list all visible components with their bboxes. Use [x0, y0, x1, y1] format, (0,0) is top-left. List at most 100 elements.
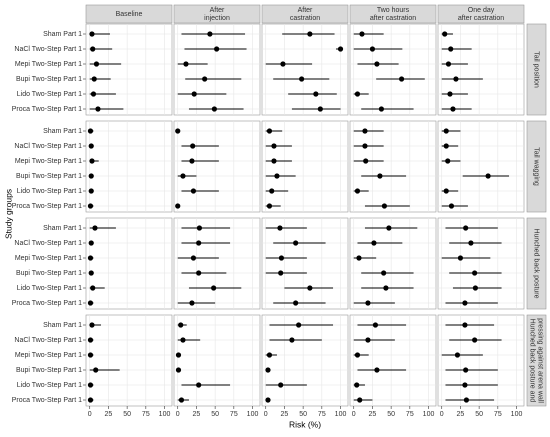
- point: [88, 143, 94, 149]
- group-label: Proca Two-Step Part 1: [12, 300, 82, 307]
- point: [89, 158, 95, 164]
- row-strip: [526, 314, 547, 407]
- point: [211, 106, 217, 112]
- point: [386, 225, 392, 231]
- group-label: NaCl Two-Step Part 1: [14, 46, 82, 53]
- point: [337, 46, 344, 52]
- row-strip: [526, 23, 547, 116]
- panel: [437, 120, 525, 213]
- point: [454, 352, 461, 358]
- row-strip: [526, 120, 547, 213]
- row-label: Tail position: [533, 51, 540, 88]
- point: [378, 106, 385, 112]
- point: [383, 285, 389, 291]
- point: [87, 382, 94, 388]
- group-label: Sham Part 1: [43, 225, 82, 232]
- x-tick-label: 0: [352, 411, 356, 418]
- panel: [437, 23, 525, 116]
- point: [463, 367, 469, 373]
- group-label: Mepi Two-Step Part 1: [15, 352, 82, 359]
- point: [462, 382, 468, 388]
- point: [278, 270, 284, 276]
- x-tick-label: 75: [142, 411, 150, 418]
- point: [363, 158, 369, 164]
- point: [180, 337, 186, 343]
- group-label: Lido Two-Step Part 1: [17, 382, 82, 389]
- point: [93, 367, 99, 373]
- column-strip: [349, 4, 437, 24]
- point: [87, 300, 94, 306]
- group-label: Lido Two-Step Part 1: [17, 285, 82, 292]
- point: [381, 270, 387, 276]
- point: [457, 255, 464, 261]
- point: [354, 352, 361, 358]
- group-label: Bupi Two-Step Part 1: [16, 270, 82, 277]
- point: [448, 46, 454, 52]
- panel: [173, 217, 261, 310]
- point: [90, 285, 96, 291]
- point: [196, 225, 203, 231]
- panel: [173, 23, 261, 116]
- x-tick-label: 0: [88, 411, 92, 418]
- point: [485, 173, 491, 179]
- point: [313, 91, 319, 97]
- point: [93, 61, 100, 67]
- group-label: Proca Two-Step Part 1: [12, 203, 82, 210]
- point: [448, 203, 455, 209]
- panel: [349, 314, 437, 407]
- group-label: Bupi Two-Step Part 1: [16, 76, 82, 83]
- point: [175, 203, 181, 209]
- column-label: after castration: [458, 15, 504, 22]
- point: [450, 106, 456, 112]
- column-label: One day: [468, 7, 495, 14]
- point: [293, 240, 299, 246]
- x-tick-label: 100: [159, 411, 171, 418]
- point: [463, 225, 469, 231]
- x-tick-label: 75: [494, 411, 502, 418]
- y-axis-title: Study groups: [3, 189, 13, 239]
- point: [266, 128, 273, 134]
- x-tick-label: 50: [475, 411, 483, 418]
- point: [317, 106, 323, 112]
- point: [175, 128, 181, 134]
- point: [280, 61, 286, 67]
- point: [269, 188, 275, 194]
- point: [369, 46, 376, 52]
- point: [354, 91, 361, 97]
- point: [180, 173, 186, 179]
- column-label: after castration: [370, 15, 416, 22]
- point: [445, 61, 452, 67]
- group-label: Lido Two-Step Part 1: [17, 91, 82, 98]
- point: [87, 337, 94, 343]
- x-tick-label: 25: [193, 411, 201, 418]
- column-strip: [437, 4, 525, 24]
- panel: [261, 23, 349, 116]
- group-label: NaCl Two-Step Part 1: [14, 337, 82, 344]
- x-tick-label: 25: [369, 411, 377, 418]
- point: [189, 300, 195, 306]
- point: [266, 203, 273, 209]
- point: [445, 158, 451, 164]
- point: [289, 337, 295, 343]
- point: [372, 322, 379, 328]
- row-label: Hunched back posture: [533, 228, 540, 298]
- panel: [349, 120, 437, 213]
- point: [365, 300, 371, 306]
- point: [91, 76, 97, 82]
- group-label: Mepi Two-Step Part 1: [15, 61, 82, 68]
- group-label: Bupi Two-Step Part 1: [16, 367, 82, 374]
- point: [277, 225, 283, 231]
- panel: [261, 314, 349, 407]
- x-tick-label: 50: [387, 411, 395, 418]
- point: [443, 128, 449, 134]
- point: [399, 76, 405, 82]
- x-tick-label: 50: [299, 411, 307, 418]
- column-strip: [173, 4, 261, 24]
- point: [178, 397, 185, 403]
- point: [293, 300, 299, 306]
- panel: [261, 217, 349, 310]
- point: [87, 255, 94, 261]
- x-tick-label: 25: [281, 411, 289, 418]
- point: [190, 255, 197, 261]
